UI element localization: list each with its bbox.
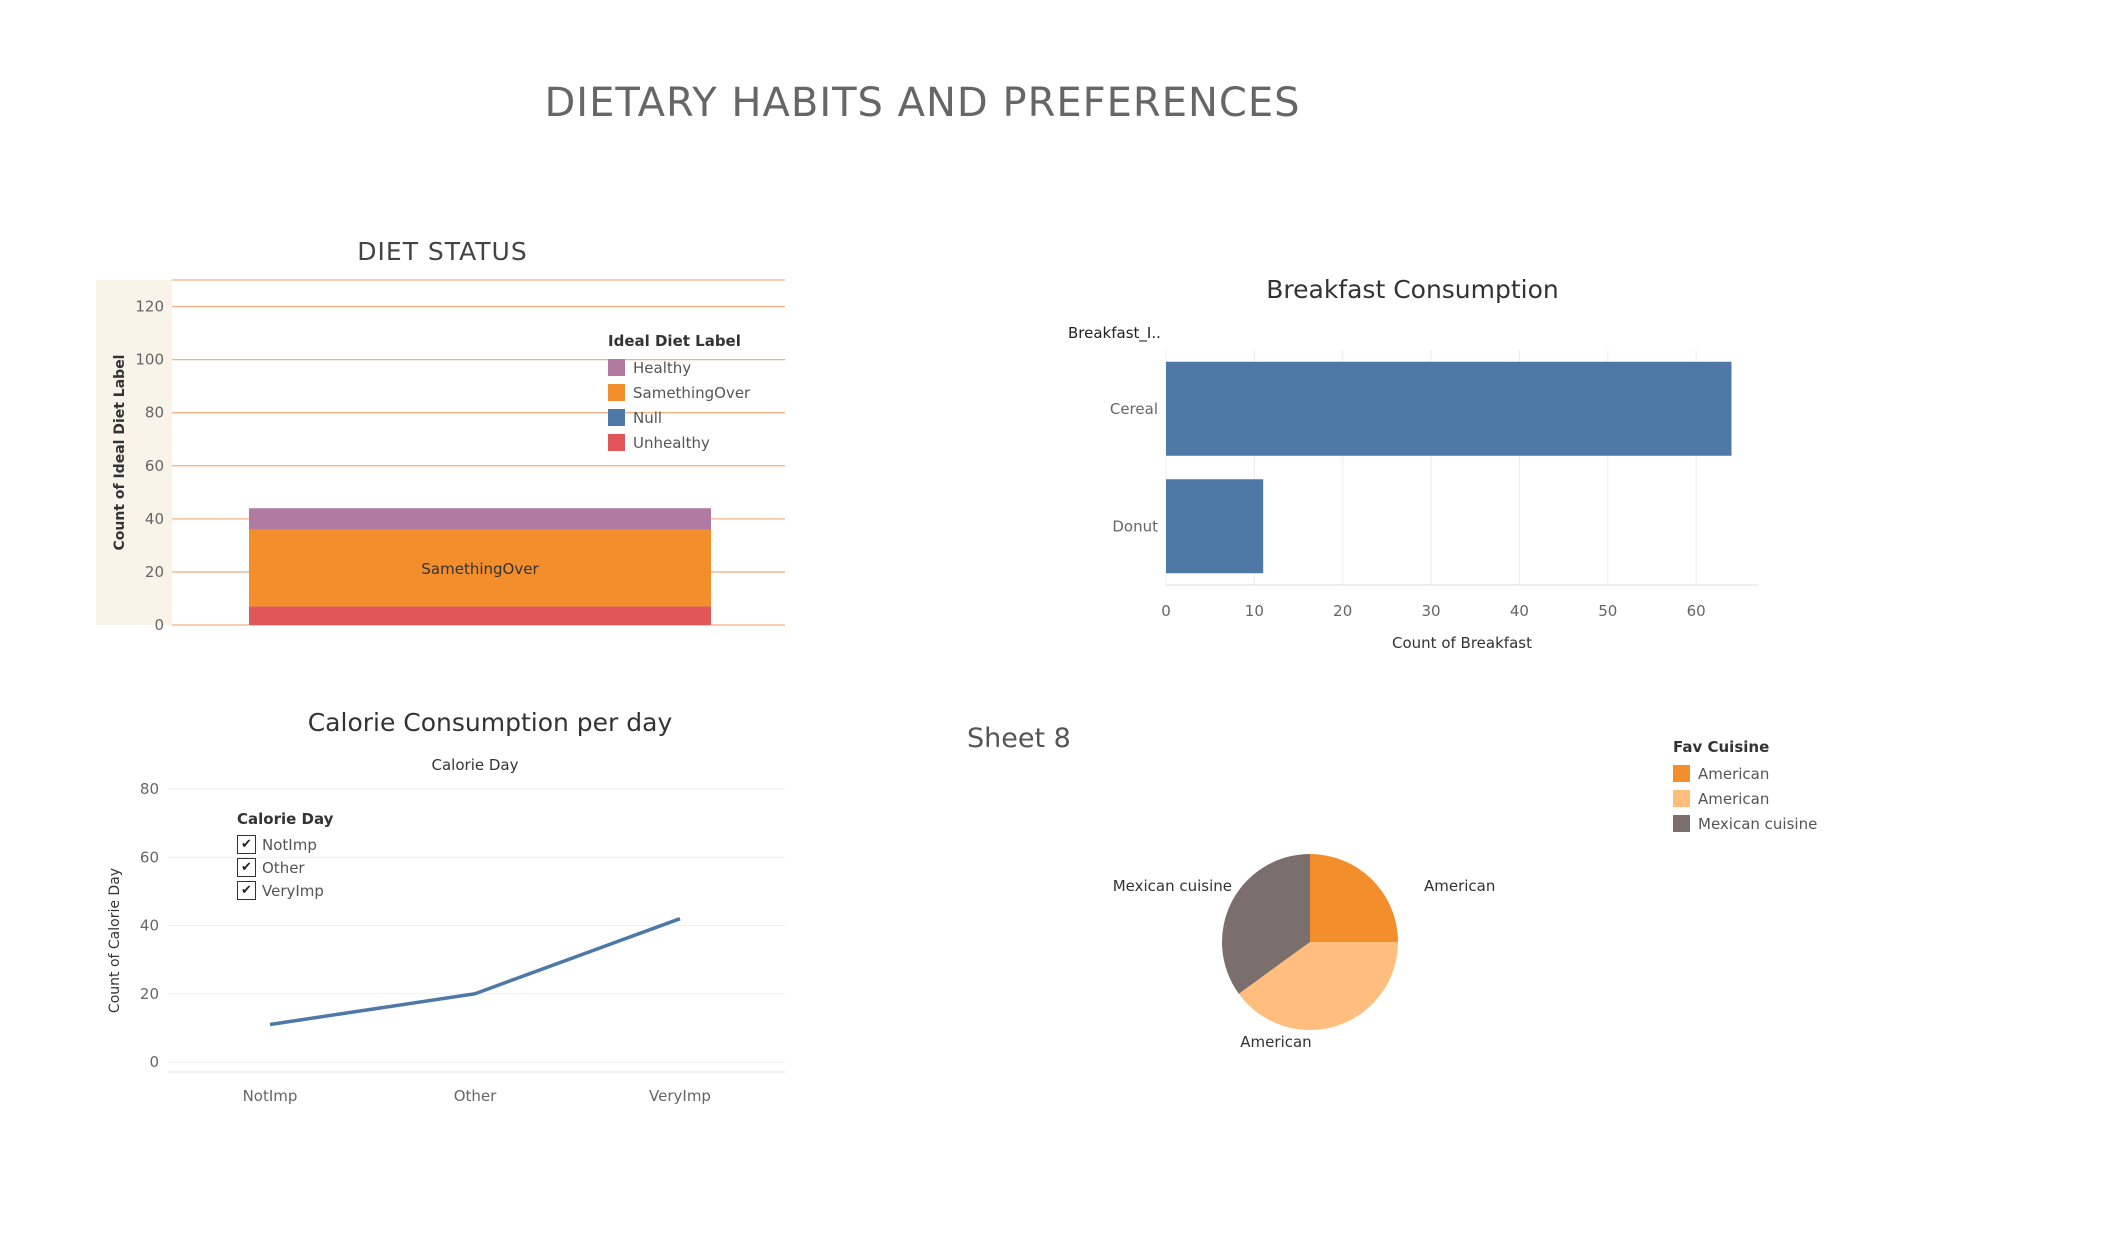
diet-legend-samethingover[interactable]: SamethingOver <box>608 380 750 405</box>
cal-xtick-notimp: NotImp <box>243 1087 298 1105</box>
pie-label-2: Mexican cuisine <box>1113 877 1232 895</box>
cal-ytick-0: 0 <box>149 1053 159 1071</box>
calorie-filter[interactable]: Calorie Day ✔ NotImp ✔ Other ✔ VeryImp <box>237 810 333 902</box>
bfast-xtick-6: 60 <box>1687 602 1706 620</box>
bfast-category-donut: Donut <box>1112 517 1158 535</box>
diet-ylabel: Count of Ideal Diet Label <box>112 355 128 551</box>
diet-legend-healthy-label: Healthy <box>633 358 692 377</box>
cuisine-legend-item-2-label: Mexican cuisine <box>1698 814 1818 833</box>
breakfast-title: Breakfast Consumption <box>1266 275 1559 304</box>
cuisine-legend-item-1-swatch <box>1673 790 1690 807</box>
bfast-xtick-5: 50 <box>1598 602 1617 620</box>
cuisine-legend-item-0-swatch <box>1673 765 1690 782</box>
calorie-filter-title: Calorie Day <box>237 810 334 828</box>
diet-bar-unhealthy <box>249 606 711 625</box>
cal-ylabel: Count of Calorie Day <box>107 868 123 1013</box>
calorie-filter-other[interactable]: ✔ Other <box>237 856 333 879</box>
bfast-xtick-4: 40 <box>1510 602 1529 620</box>
diet-status-title: DIET STATUS <box>357 237 528 266</box>
bfast-xtick-1: 10 <box>1245 602 1264 620</box>
checkbox-icon[interactable]: ✔ <box>237 835 256 854</box>
cal-ytick-1: 20 <box>140 985 159 1003</box>
calorie-filter-veryimp[interactable]: ✔ VeryImp <box>237 879 333 902</box>
diet-legend-title: Ideal Diet Label <box>608 332 741 350</box>
cal-xtick-veryimp: VeryImp <box>649 1087 711 1105</box>
bfast-xtick-3: 30 <box>1422 602 1441 620</box>
diet-ytick-5: 100 <box>135 351 164 369</box>
calorie-title: Calorie Consumption per day <box>307 708 673 737</box>
pie-slice-2 <box>1222 853 1310 994</box>
diet-legend-samethingover-label: SamethingOver <box>633 383 751 402</box>
cuisine-legend-item-2-swatch <box>1673 815 1690 832</box>
bfast-category-cereal: Cereal <box>1110 400 1158 418</box>
diet-legend-healthy-swatch <box>608 359 625 376</box>
calorie-filter-label: Other <box>262 858 305 877</box>
cal-ytick-4: 80 <box>140 780 159 798</box>
cal-ytick-2: 40 <box>140 917 159 935</box>
checkbox-icon[interactable]: ✔ <box>237 858 256 877</box>
diet-ytick-2: 40 <box>145 510 164 528</box>
bfast-bar-donut <box>1166 479 1264 574</box>
diet-legend-unhealthy[interactable]: Unhealthy <box>608 430 750 455</box>
cuisine-legend-item-1[interactable]: American <box>1673 786 1817 811</box>
diet-ytick-1: 20 <box>145 563 164 581</box>
diet-bar-samethingover <box>249 529 711 607</box>
diet-axis-band <box>96 280 172 625</box>
calorie-subtitle: Calorie Day <box>431 756 519 774</box>
sheet8-title: Sheet 8 <box>967 723 1071 754</box>
cuisine-legend-item-2[interactable]: Mexican cuisine <box>1673 811 1817 836</box>
bfast-bar-cereal <box>1166 361 1732 456</box>
cal-series-line <box>269 917 681 1027</box>
diet-ytick-4: 80 <box>145 404 164 422</box>
bfast-xtick-2: 20 <box>1333 602 1352 620</box>
calorie-filter-label: NotImp <box>262 835 317 854</box>
diet-legend-null-label: Null <box>633 408 663 427</box>
diet-ytick-6: 120 <box>135 298 164 316</box>
pie-label-0: American <box>1424 877 1495 895</box>
diet-ytick-0: 0 <box>154 616 164 634</box>
diet-legend[interactable]: Ideal Diet Label Healthy SamethingOver Nul… <box>608 332 750 455</box>
checkbox-icon[interactable]: ✔ <box>237 881 256 900</box>
cal-ytick-3: 60 <box>140 848 159 866</box>
diet-bar-healthy <box>249 508 711 530</box>
calorie-filter-label: VeryImp <box>262 881 324 900</box>
dashboard-title: DIETARY HABITS AND PREFERENCES <box>544 80 1301 126</box>
diet-ytick-3: 60 <box>145 457 164 475</box>
calorie-filter-notimp[interactable]: ✔ NotImp <box>237 833 333 856</box>
pie-label-1: American <box>1240 1033 1311 1051</box>
cal-xtick-other: Other <box>454 1087 497 1105</box>
diet-legend-unhealthy-label: Unhealthy <box>633 433 710 452</box>
breakfast-row-header: Breakfast_I.. <box>1068 324 1161 342</box>
cuisine-legend-item-0-label: American <box>1698 764 1770 783</box>
cuisine-legend-item-1-label: American <box>1698 789 1770 808</box>
bfast-xlabel: Count of Breakfast <box>1392 634 1532 652</box>
diet-legend-healthy[interactable]: Healthy <box>608 355 750 380</box>
cuisine-legend[interactable]: Fav Cuisine American American Mexican cuis… <box>1673 738 1817 836</box>
bfast-xtick-0: 0 <box>1161 602 1171 620</box>
diet-legend-samethingover-swatch <box>608 384 625 401</box>
diet-legend-unhealthy-swatch <box>608 434 625 451</box>
cuisine-legend-item-0[interactable]: American <box>1673 761 1817 786</box>
diet-bar-label: SamethingOver <box>421 560 539 578</box>
diet-legend-null[interactable]: Null <box>608 405 750 430</box>
cuisine-legend-title: Fav Cuisine <box>1673 738 1770 756</box>
diet-legend-null-swatch <box>608 409 625 426</box>
pie-slice-1 <box>1238 942 1398 1030</box>
pie-slice-0 <box>1310 854 1398 942</box>
